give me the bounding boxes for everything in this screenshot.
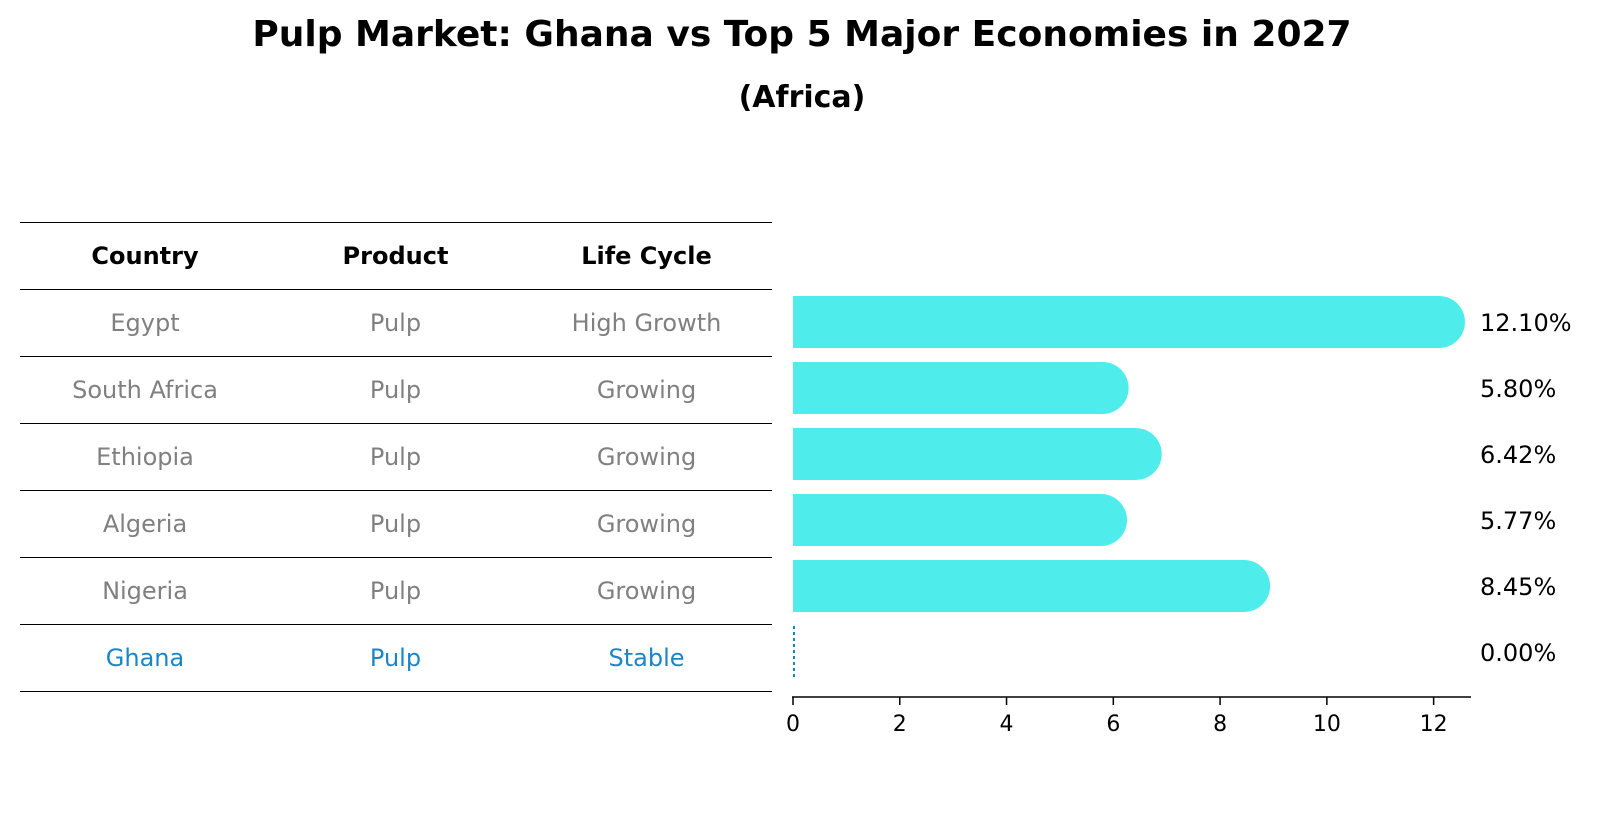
bar-cap — [1412, 296, 1465, 348]
x-tick-label: 4 — [1000, 712, 1014, 737]
data-table: Country Product Life Cycle Egypt Pulp Hi… — [20, 222, 772, 692]
cell-product: Pulp — [369, 309, 422, 337]
bar — [793, 560, 1245, 612]
bar-value-label: 8.45% — [1480, 573, 1556, 601]
bar-cap — [1075, 494, 1128, 546]
bar-value-label: 6.42% — [1480, 441, 1556, 469]
table-row: Algeria Pulp Growing — [20, 490, 772, 557]
cell-product: Pulp — [369, 443, 422, 471]
table-row: South Africa Pulp Growing — [20, 356, 772, 423]
cell-product: Pulp — [369, 510, 422, 538]
x-tick-label: 0 — [786, 712, 800, 737]
cell-country: Ethiopia — [96, 443, 194, 471]
bar-cap — [1218, 560, 1271, 612]
table-row-highlight: Ghana Pulp Stable — [20, 624, 772, 692]
cell-life-cycle: Growing — [596, 577, 697, 605]
cell-product: Pulp — [369, 577, 422, 605]
bar-cap — [1076, 362, 1129, 414]
bar-value-label: 0.00% — [1480, 639, 1556, 667]
bar — [793, 494, 1102, 546]
cell-country: Nigeria — [102, 577, 188, 605]
table-row: Ethiopia Pulp Growing — [20, 423, 772, 490]
cell-life-cycle: High Growth — [571, 309, 722, 337]
bar-value-label: 12.10% — [1480, 309, 1572, 337]
cell-product: Pulp — [369, 376, 422, 404]
x-tick-label: 12 — [1420, 712, 1448, 737]
bar — [793, 428, 1136, 480]
cell-country: Ghana — [105, 644, 185, 672]
bar-cap — [1109, 428, 1162, 480]
table-row: Egypt Pulp High Growth — [20, 289, 772, 356]
table-header-row: Country Product Life Cycle — [20, 222, 772, 289]
cell-country: South Africa — [72, 376, 218, 404]
x-tick-label: 6 — [1106, 712, 1120, 737]
bar — [793, 362, 1103, 414]
header-country: Country — [91, 242, 199, 270]
cell-country: Egypt — [110, 309, 180, 337]
x-tick-label: 10 — [1313, 712, 1341, 737]
table-row: Nigeria Pulp Growing — [20, 557, 772, 624]
header-product: Product — [342, 242, 449, 270]
bar — [793, 296, 1439, 348]
bar-value-label: 5.77% — [1480, 507, 1556, 535]
bar-value-label: 5.80% — [1480, 375, 1556, 403]
cell-life-cycle: Growing — [596, 443, 697, 471]
x-tick-label: 2 — [893, 712, 907, 737]
header-life-cycle: Life Cycle — [581, 242, 712, 270]
cell-life-cycle: Growing — [596, 510, 697, 538]
x-tick-label: 8 — [1213, 712, 1227, 737]
cell-country: Algeria — [102, 510, 188, 538]
chart-title: Pulp Market: Ghana vs Top 5 Major Econom… — [252, 14, 1352, 55]
cell-life-cycle: Growing — [596, 376, 697, 404]
chart-subtitle: (Africa) — [738, 80, 866, 115]
cell-life-cycle: Stable — [608, 644, 685, 672]
cell-product: Pulp — [369, 644, 422, 672]
